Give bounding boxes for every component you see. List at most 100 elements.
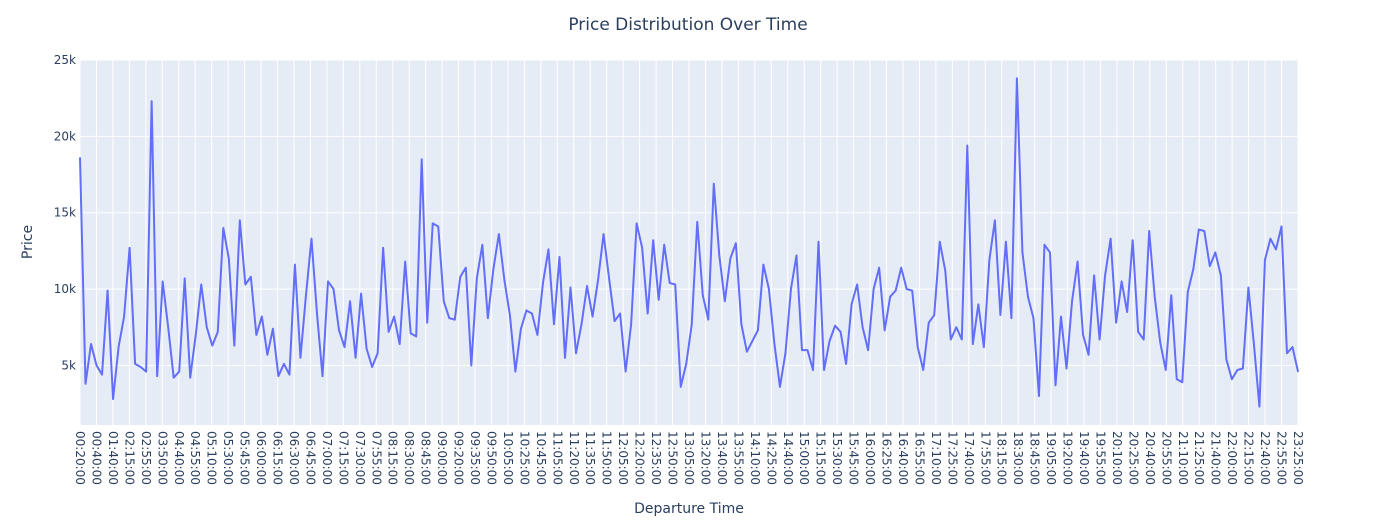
- price-point: [470, 364, 473, 367]
- x-tick-label: 18:15:00: [995, 431, 1009, 485]
- price-point: [542, 282, 544, 284]
- x-tick-label: 17:55:00: [978, 431, 992, 485]
- price-point: [927, 321, 930, 324]
- price-point: [602, 233, 605, 235]
- price-point: [768, 288, 770, 290]
- price-point: [685, 363, 688, 365]
- x-tick-label: 11:05:00: [550, 431, 564, 485]
- price-point: [795, 254, 798, 257]
- price-point: [261, 315, 263, 318]
- x-tick-label: 17:40:00: [962, 431, 976, 485]
- x-tick-label: 12:35:00: [649, 431, 663, 485]
- x-tick-label: 06:45:00: [303, 431, 317, 485]
- price-point: [1065, 367, 1068, 370]
- x-axis-title: Departure Time: [634, 501, 744, 517]
- price-point: [498, 233, 500, 235]
- price-point: [90, 343, 92, 345]
- price-point: [183, 277, 186, 280]
- x-tick-label: 17:25:00: [945, 431, 959, 485]
- price-point: [735, 242, 737, 245]
- price-point: [801, 349, 803, 351]
- price-point: [338, 329, 340, 332]
- price-point: [382, 247, 384, 249]
- price-point: [938, 240, 941, 243]
- price-point: [613, 320, 616, 322]
- price-point: [536, 334, 539, 336]
- price-point: [911, 289, 914, 292]
- price-point: [1264, 259, 1266, 261]
- price-point: [994, 219, 996, 222]
- price-point: [426, 321, 429, 324]
- y-tick-label: 5k: [61, 358, 76, 372]
- price-point: [1115, 321, 1117, 324]
- price-point: [283, 363, 285, 365]
- price-point: [310, 237, 313, 240]
- x-tick-label: 09:20:00: [452, 431, 466, 485]
- price-point: [228, 257, 230, 260]
- price-point: [476, 277, 478, 280]
- price-point: [404, 260, 406, 263]
- price-point: [1291, 346, 1294, 348]
- chart-title: Price Distribution Over Time: [568, 15, 807, 35]
- price-point: [663, 243, 665, 246]
- price-point: [812, 369, 814, 371]
- price-point: [1120, 280, 1123, 283]
- price-point: [740, 323, 743, 326]
- x-tick-label: 08:30:00: [402, 431, 416, 485]
- price-point: [558, 256, 561, 258]
- x-tick-label: 19:40:00: [1077, 431, 1091, 485]
- x-tick-label: 01:40:00: [106, 431, 120, 485]
- price-point: [1286, 352, 1288, 355]
- price-point: [420, 158, 423, 161]
- x-gridlines: [79, 60, 1299, 425]
- price-point: [668, 282, 671, 284]
- price-point: [696, 221, 699, 223]
- price-point: [233, 344, 236, 347]
- price-point: [850, 303, 853, 306]
- x-tick-label: 17:10:00: [929, 431, 943, 485]
- series-layer: [79, 77, 1299, 408]
- price-point: [1253, 343, 1255, 345]
- price-point: [806, 349, 809, 351]
- y-tick-label: 25k: [54, 53, 76, 67]
- price-point: [321, 375, 324, 377]
- price-point: [178, 370, 180, 373]
- price-point: [657, 298, 660, 301]
- x-tick-label: 05:45:00: [238, 431, 252, 485]
- price-point: [586, 285, 588, 287]
- x-tick-label: 15:45:00: [847, 431, 861, 485]
- price-point: [1186, 291, 1189, 293]
- x-tick-label: 06:15:00: [271, 431, 285, 485]
- price-point: [123, 315, 125, 318]
- price-point: [867, 349, 869, 351]
- price-point: [84, 382, 87, 385]
- price-point: [117, 346, 120, 348]
- price-point: [707, 318, 710, 321]
- x-tick-label: 06:30:00: [287, 431, 301, 485]
- price-point: [161, 280, 164, 283]
- x-tick-label: 22:55:00: [1275, 431, 1289, 485]
- x-tick-label: 02:55:00: [139, 431, 153, 485]
- x-tick-label: 21:10:00: [1176, 431, 1190, 485]
- price-point: [1043, 243, 1046, 246]
- price-point: [779, 386, 781, 388]
- price-point: [1109, 237, 1112, 240]
- price-point: [525, 309, 528, 312]
- x-tick-label: 13:05:00: [682, 431, 696, 485]
- price-point: [172, 376, 175, 379]
- price-point: [856, 283, 858, 286]
- price-point: [773, 343, 776, 345]
- price-point: [999, 314, 1002, 316]
- price-point: [1005, 240, 1007, 243]
- price-point: [216, 331, 219, 333]
- x-tick-label: 19:55:00: [1094, 431, 1108, 485]
- price-point: [150, 100, 153, 103]
- price-point: [1071, 300, 1073, 303]
- price-point: [1275, 248, 1277, 251]
- price-point: [250, 276, 252, 278]
- x-tick-label: 14:40:00: [781, 431, 795, 485]
- x-tick-label: 13:40:00: [715, 431, 729, 485]
- price-point: [481, 243, 484, 246]
- price-point: [189, 376, 192, 379]
